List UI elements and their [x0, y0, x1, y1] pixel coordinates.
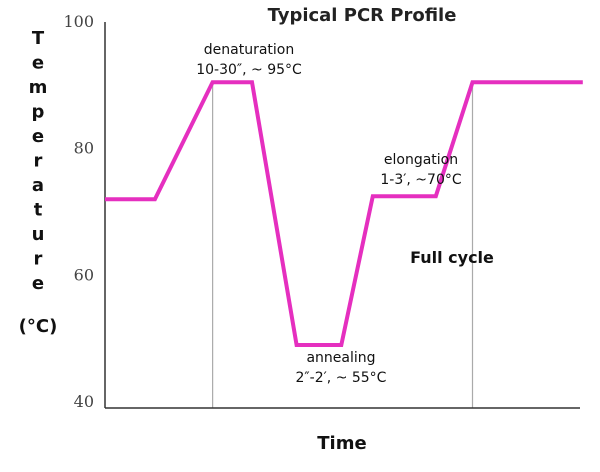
y-label-letter: t: [34, 200, 43, 221]
annealing-label: annealing: [306, 350, 375, 366]
y-tick-label: 40: [74, 392, 94, 411]
denaturation-conditions: 10-30″, ~ 95°C: [196, 62, 302, 78]
annealing-conditions: 2″-2′, ~ 55°C: [296, 370, 387, 386]
chart-title: Typical PCR Profile: [268, 5, 457, 26]
y-axis-unit: (°C): [19, 316, 58, 337]
y-label-letter: e: [32, 126, 44, 147]
y-label-letter: r: [34, 249, 43, 270]
y-label-letter: e: [32, 53, 44, 74]
series-line: [105, 80, 583, 347]
full-cycle-label: Full cycle: [410, 248, 494, 267]
elongation-conditions: 1-3′, ~70°C: [380, 172, 461, 188]
y-tick-labels: 100 80 60 40: [63, 12, 94, 411]
y-tick-label: 100: [63, 12, 94, 31]
guide-lines: [212, 82, 474, 408]
x-axis-label: Time: [317, 433, 366, 454]
elongation-label: elongation: [384, 152, 458, 168]
y-label-letter: a: [32, 175, 44, 196]
y-label-letter: m: [29, 77, 48, 98]
y-label-letter: p: [32, 102, 45, 123]
y-label-letter: T: [32, 28, 45, 49]
y-label-letter: r: [34, 151, 43, 172]
y-label-letter: u: [32, 224, 45, 245]
y-label-letter: e: [32, 273, 44, 294]
y-tick-label: 80: [74, 139, 94, 158]
temperature-series: [105, 80, 583, 347]
y-tick-label: 60: [74, 265, 94, 284]
denaturation-label: denaturation: [204, 42, 294, 58]
